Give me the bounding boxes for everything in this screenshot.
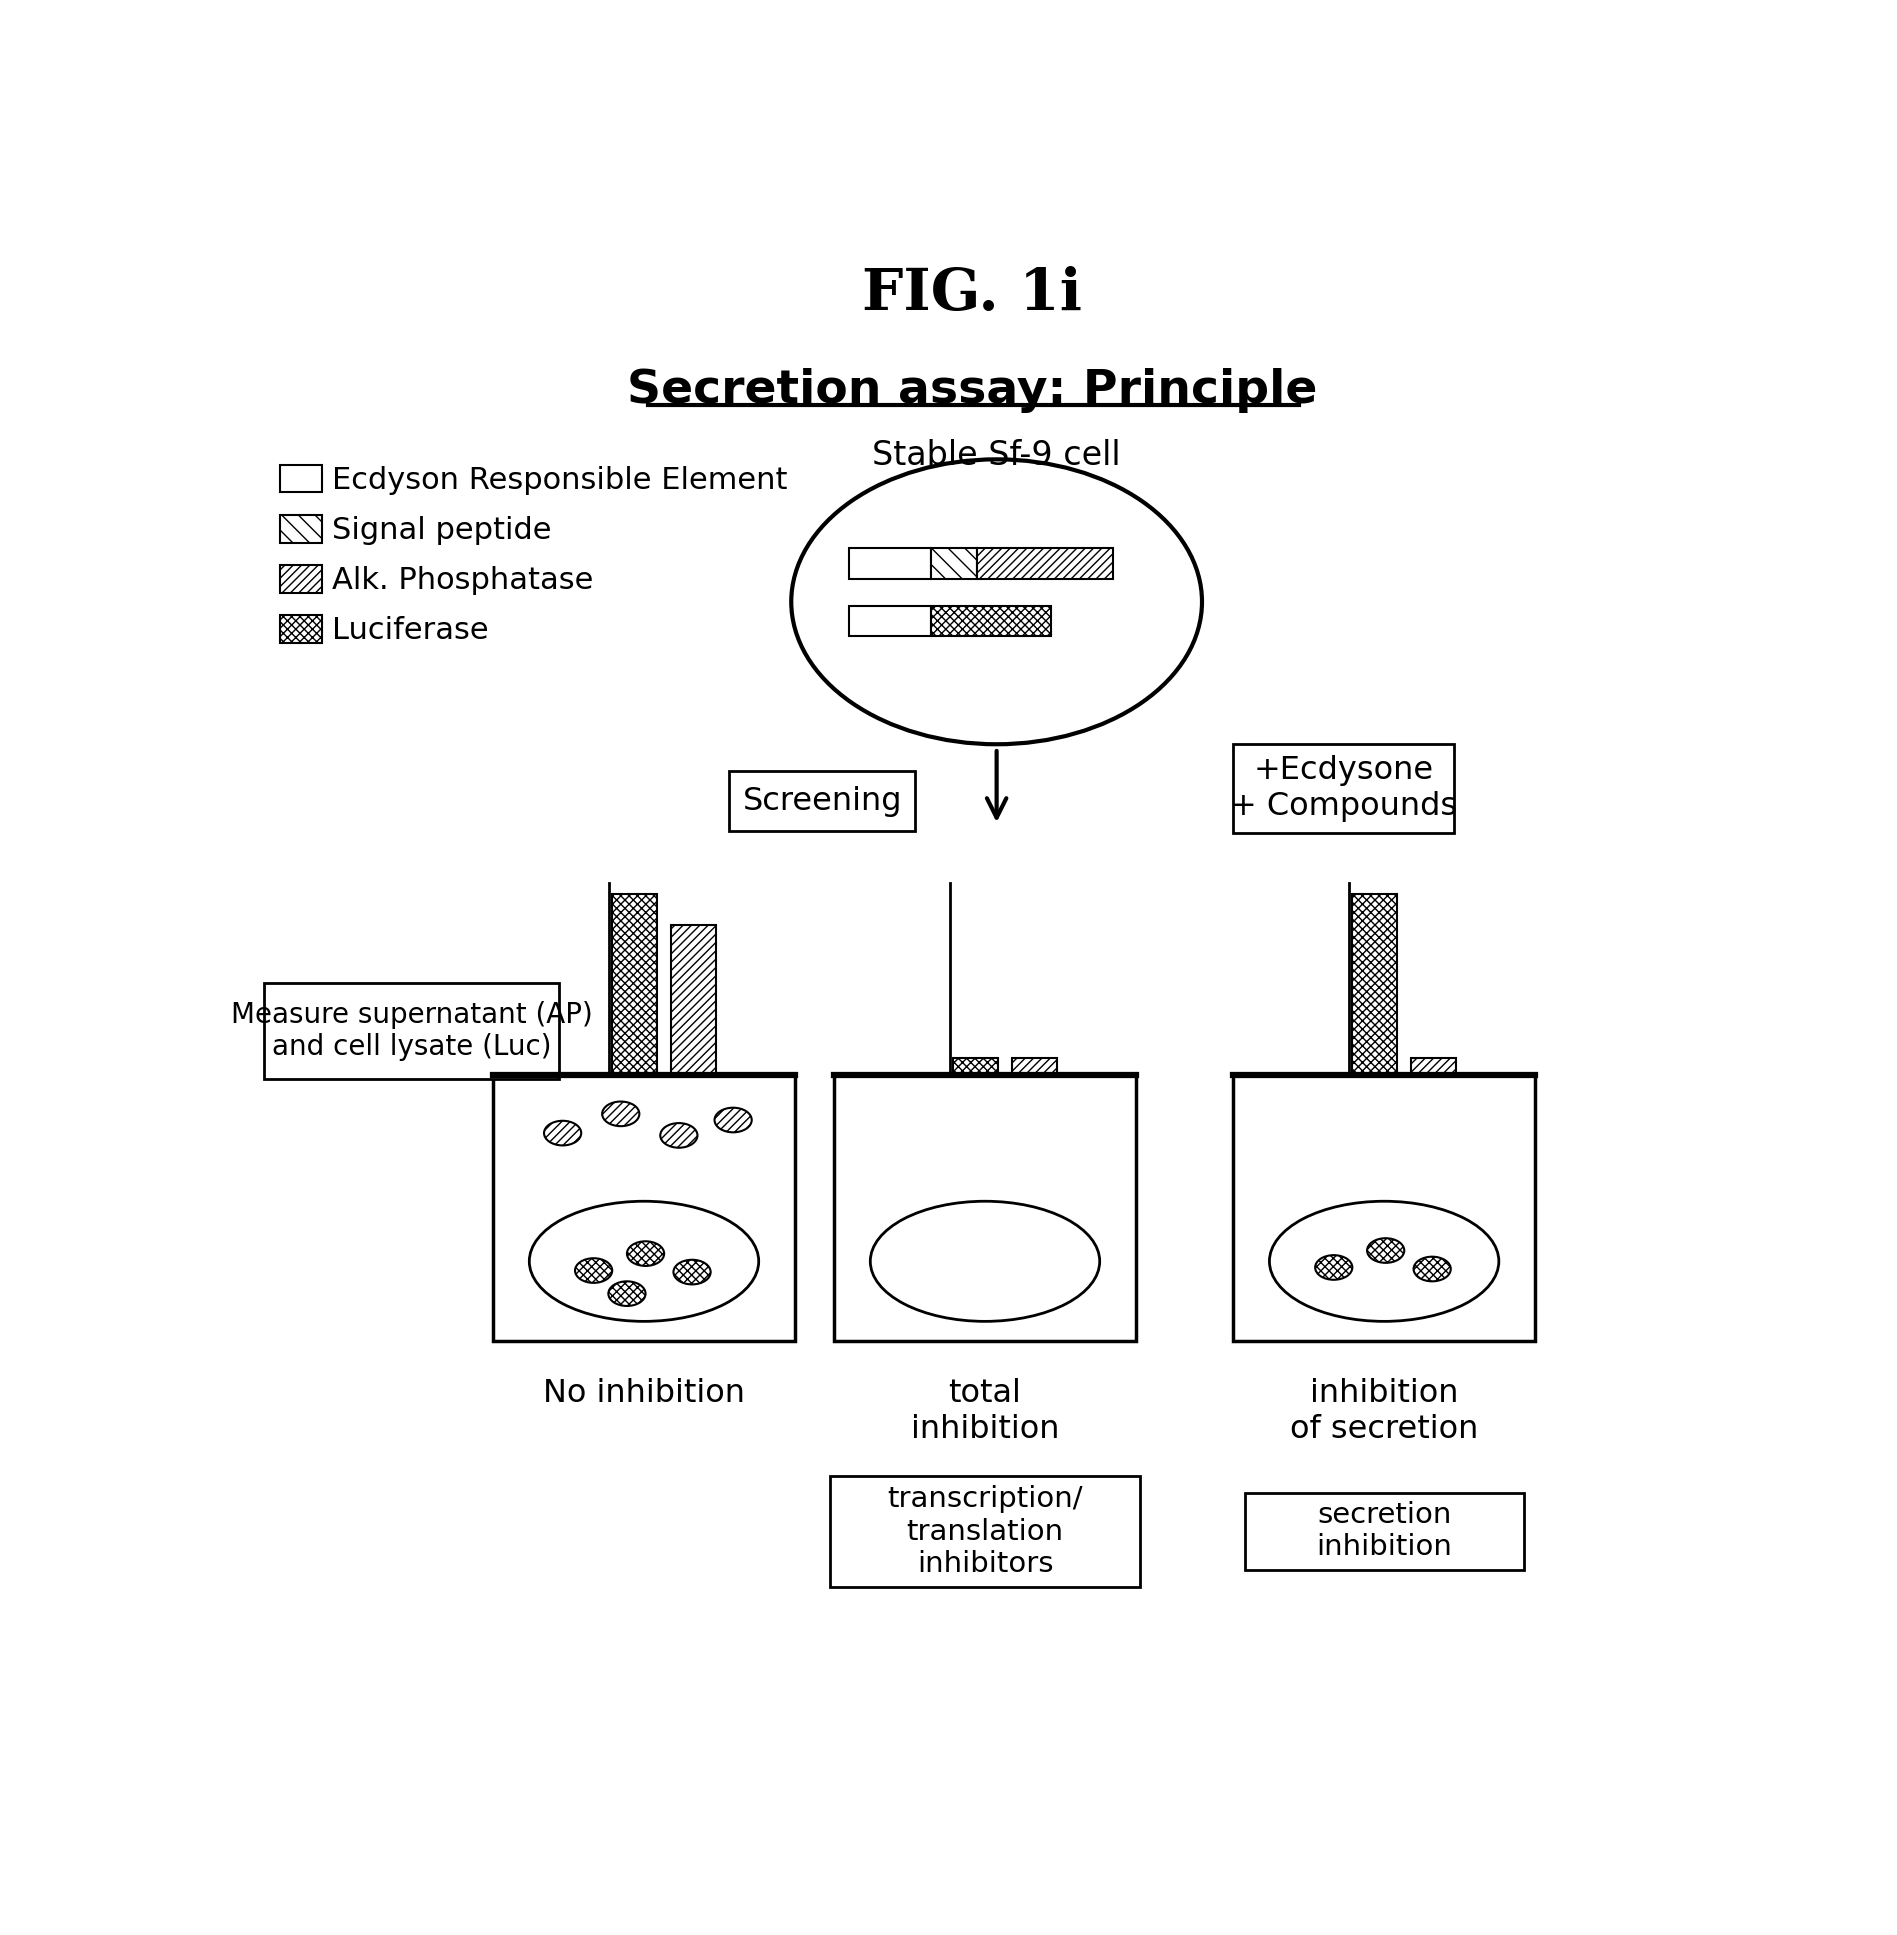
Bar <box>613 894 656 1076</box>
Bar <box>493 1076 795 1341</box>
Text: Stable Sf-9 cell: Stable Sf-9 cell <box>873 439 1121 472</box>
Ellipse shape <box>1368 1238 1404 1264</box>
Ellipse shape <box>1413 1256 1451 1281</box>
Text: FIG. 1i: FIG. 1i <box>861 265 1081 321</box>
Bar <box>977 548 1114 579</box>
Bar <box>831 1476 1140 1587</box>
Bar <box>279 565 322 592</box>
Ellipse shape <box>609 1281 645 1306</box>
Bar <box>1233 745 1453 832</box>
Bar <box>850 606 931 637</box>
Bar <box>279 615 322 642</box>
Text: Measure supernatant (AP)
and cell lysate (Luc): Measure supernatant (AP) and cell lysate… <box>231 1000 592 1060</box>
Text: secretion
inhibition: secretion inhibition <box>1317 1502 1451 1562</box>
Text: Luciferase: Luciferase <box>332 615 489 644</box>
Text: +Ecdysone
+ Compounds: +Ecdysone + Compounds <box>1229 755 1457 822</box>
Bar <box>1013 1058 1057 1076</box>
Ellipse shape <box>601 1101 639 1126</box>
Text: total
inhibition: total inhibition <box>911 1378 1059 1445</box>
Text: Alk. Phosphatase: Alk. Phosphatase <box>332 565 594 594</box>
Text: transcription/
translation
inhibitors: transcription/ translation inhibitors <box>888 1486 1083 1577</box>
Bar <box>264 983 560 1080</box>
Bar <box>728 772 914 832</box>
Ellipse shape <box>1315 1256 1353 1279</box>
Bar <box>1353 894 1398 1076</box>
Ellipse shape <box>544 1120 580 1146</box>
Ellipse shape <box>715 1107 751 1132</box>
Text: No inhibition: No inhibition <box>543 1378 746 1409</box>
Ellipse shape <box>871 1202 1100 1322</box>
Text: inhibition
of secretion: inhibition of secretion <box>1290 1378 1478 1445</box>
Bar <box>1233 1076 1535 1341</box>
Text: Signal peptide: Signal peptide <box>332 517 552 544</box>
Bar <box>672 925 715 1076</box>
Bar <box>1411 1058 1457 1076</box>
Ellipse shape <box>791 459 1203 745</box>
Ellipse shape <box>575 1258 613 1283</box>
Ellipse shape <box>660 1122 698 1147</box>
Ellipse shape <box>529 1202 759 1322</box>
Bar <box>931 548 977 579</box>
Text: Ecdyson Responsible Element: Ecdyson Responsible Element <box>332 466 787 495</box>
Text: Secretion assay: Principle: Secretion assay: Principle <box>626 368 1317 412</box>
Bar <box>931 606 1051 637</box>
Bar <box>952 1058 998 1076</box>
Ellipse shape <box>1269 1202 1499 1322</box>
Bar <box>279 464 322 493</box>
Bar <box>1244 1492 1523 1569</box>
Bar <box>850 548 931 579</box>
Ellipse shape <box>673 1260 711 1285</box>
Text: Screening: Screening <box>742 786 901 817</box>
Bar <box>835 1076 1136 1341</box>
Ellipse shape <box>626 1240 664 1265</box>
Bar <box>279 515 322 542</box>
